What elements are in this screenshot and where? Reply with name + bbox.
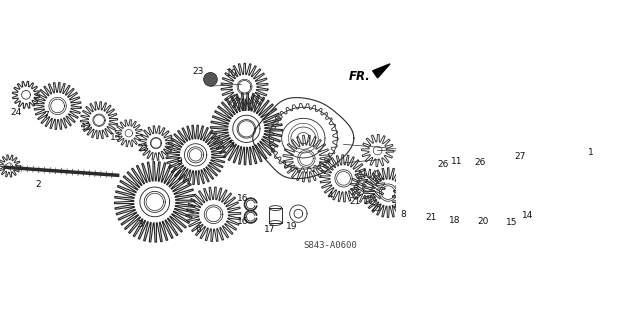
Text: 15: 15 xyxy=(506,219,517,227)
Text: S843-A0600: S843-A0600 xyxy=(303,241,357,250)
Text: 20: 20 xyxy=(478,217,489,226)
Text: 21: 21 xyxy=(349,197,361,206)
Polygon shape xyxy=(372,64,390,78)
Text: 10: 10 xyxy=(226,69,237,78)
Text: 12: 12 xyxy=(81,123,92,132)
Text: 16: 16 xyxy=(237,217,248,226)
Text: 16: 16 xyxy=(237,194,248,203)
Text: 21: 21 xyxy=(426,213,437,222)
Text: 8: 8 xyxy=(401,210,406,219)
Text: 4: 4 xyxy=(328,191,333,200)
Circle shape xyxy=(204,72,217,86)
Text: 18: 18 xyxy=(449,216,461,225)
Text: 11: 11 xyxy=(451,157,463,166)
Text: FR.: FR. xyxy=(348,70,370,83)
Text: 7: 7 xyxy=(44,111,49,120)
Text: 19: 19 xyxy=(286,221,298,231)
Text: 2: 2 xyxy=(36,180,41,189)
Text: 27: 27 xyxy=(515,152,525,161)
Text: 22: 22 xyxy=(138,144,148,152)
Text: 6: 6 xyxy=(195,225,201,234)
Text: 24: 24 xyxy=(10,108,22,117)
Text: 17: 17 xyxy=(264,225,275,234)
Text: 13: 13 xyxy=(110,133,122,142)
Text: 1: 1 xyxy=(588,148,594,157)
Text: 25: 25 xyxy=(371,204,382,212)
Text: 5: 5 xyxy=(228,140,234,149)
Text: 3: 3 xyxy=(137,220,143,229)
Text: 26: 26 xyxy=(438,160,449,169)
Text: 14: 14 xyxy=(522,211,533,220)
Text: 26: 26 xyxy=(474,159,485,167)
Text: 23: 23 xyxy=(193,67,204,77)
Text: 9: 9 xyxy=(177,157,182,166)
